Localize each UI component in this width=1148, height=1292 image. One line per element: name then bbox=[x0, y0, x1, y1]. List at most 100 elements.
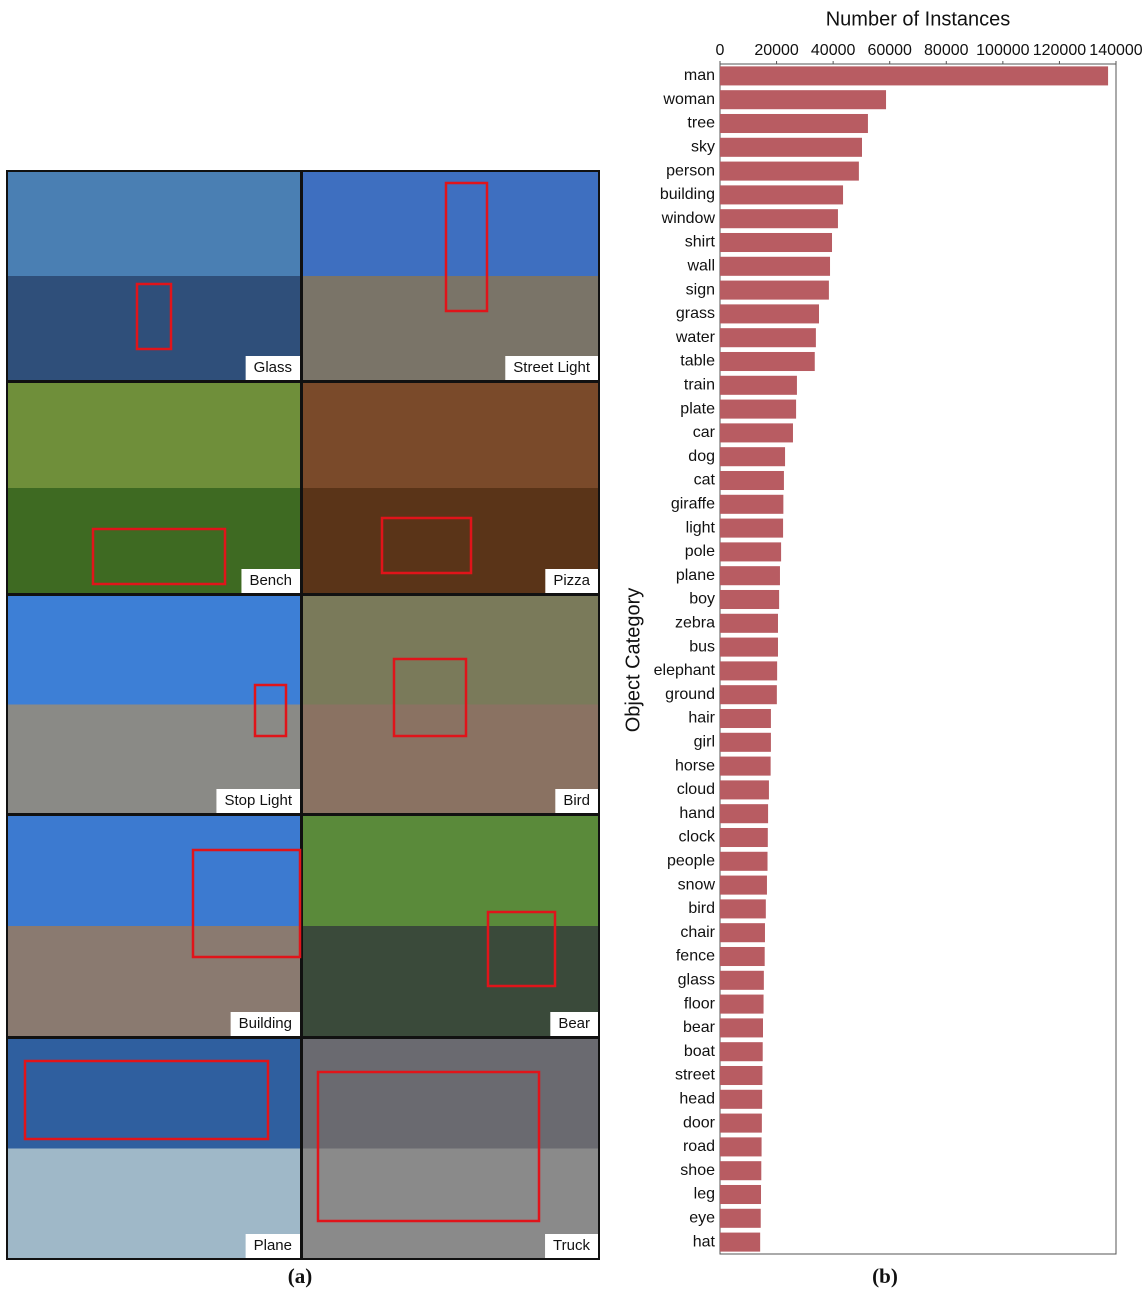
y-tick-label: dog bbox=[688, 448, 715, 465]
y-tick-label: ground bbox=[665, 686, 715, 703]
photo-label: Street Light bbox=[513, 359, 591, 376]
bar bbox=[720, 542, 782, 562]
bar bbox=[720, 1232, 761, 1252]
bar bbox=[720, 804, 769, 824]
y-tick-label: person bbox=[666, 162, 715, 179]
y-tick-label: shirt bbox=[685, 234, 716, 251]
label-box bbox=[245, 1234, 300, 1258]
label-box bbox=[505, 356, 598, 380]
bar bbox=[720, 66, 1109, 86]
photo-sky bbox=[8, 596, 300, 705]
y-tick-label: car bbox=[693, 424, 716, 441]
bounding-box bbox=[191, 848, 302, 959]
bar bbox=[720, 280, 829, 300]
bar bbox=[720, 470, 784, 491]
photo-ground bbox=[303, 704, 598, 813]
y-tick-label: fence bbox=[676, 948, 715, 965]
photo: Street Light bbox=[303, 172, 598, 380]
y-tick-label: elephant bbox=[654, 662, 716, 679]
photo-sky bbox=[8, 172, 300, 276]
label-box bbox=[545, 569, 598, 593]
y-tick-label: cat bbox=[694, 472, 716, 489]
photo-label: Truck bbox=[553, 1237, 590, 1254]
y-tick-label: tree bbox=[687, 115, 715, 132]
x-tick-label: 20000 bbox=[754, 42, 799, 59]
bar bbox=[720, 1018, 763, 1038]
bar bbox=[720, 1089, 763, 1109]
photo: Bear bbox=[303, 816, 598, 1036]
photo-label: Bench bbox=[249, 572, 292, 589]
y-tick-label: glass bbox=[678, 972, 715, 989]
label-box bbox=[241, 569, 300, 593]
y-tick-label: chair bbox=[680, 924, 715, 941]
caption: (a) bbox=[288, 1264, 313, 1288]
y-tick-label: road bbox=[683, 1138, 715, 1155]
bar bbox=[720, 970, 764, 990]
photo-sky bbox=[303, 383, 598, 488]
photo: Truck bbox=[303, 1039, 598, 1258]
bar bbox=[720, 780, 769, 800]
bar bbox=[720, 899, 766, 919]
y-tick-label: clock bbox=[679, 829, 716, 846]
bar bbox=[720, 708, 771, 729]
y-tick-label: snow bbox=[678, 876, 716, 893]
photo-sky bbox=[303, 816, 598, 926]
photo-label: Stop Light bbox=[224, 792, 292, 809]
bar bbox=[720, 328, 816, 348]
y-tick-label: window bbox=[661, 210, 716, 227]
bar bbox=[720, 732, 771, 752]
bar bbox=[720, 661, 778, 681]
bar bbox=[720, 423, 793, 443]
photo-sky bbox=[8, 1039, 300, 1149]
y-tick-label: plane bbox=[676, 567, 715, 584]
caption: (b) bbox=[872, 1264, 898, 1288]
y-tick-label: man bbox=[684, 67, 715, 84]
bounding-box bbox=[316, 1070, 541, 1223]
photo: Plane bbox=[8, 1039, 300, 1258]
label-box bbox=[230, 1012, 300, 1036]
photo-sky bbox=[8, 816, 300, 926]
y-tick-label: giraffe bbox=[671, 496, 715, 513]
bar bbox=[720, 399, 797, 419]
photo-sky bbox=[303, 1039, 598, 1149]
bounding-box bbox=[91, 527, 227, 586]
x-tick-label: 80000 bbox=[924, 42, 969, 59]
plot-frame bbox=[719, 63, 1117, 1255]
y-tick-label: hair bbox=[688, 710, 715, 727]
bar bbox=[720, 494, 784, 514]
label-box bbox=[245, 356, 300, 380]
photo: Building bbox=[8, 816, 302, 1036]
bar bbox=[720, 161, 859, 181]
y-tick-label: sign bbox=[686, 281, 715, 298]
photo-sky bbox=[303, 596, 598, 705]
photo-label: Plane bbox=[254, 1237, 292, 1254]
photo: Bird bbox=[303, 596, 598, 813]
bar bbox=[720, 304, 819, 324]
bounding-box bbox=[444, 181, 489, 313]
y-tick-label: boy bbox=[689, 591, 715, 608]
bar bbox=[720, 1137, 762, 1157]
bar bbox=[720, 232, 833, 253]
bar bbox=[720, 209, 838, 229]
photo-label: Building bbox=[239, 1015, 292, 1032]
y-tick-label: pole bbox=[685, 543, 715, 560]
bar bbox=[720, 185, 844, 205]
bar bbox=[720, 923, 765, 943]
y-tick-label: water bbox=[675, 329, 716, 346]
bar bbox=[720, 137, 862, 157]
y-tick-label: building bbox=[660, 186, 715, 203]
bar bbox=[720, 1161, 762, 1181]
bar bbox=[720, 756, 771, 776]
y-tick-label: boat bbox=[684, 1043, 716, 1060]
photo-sky bbox=[303, 172, 598, 276]
bar bbox=[720, 113, 868, 134]
bar bbox=[720, 994, 764, 1014]
bar bbox=[720, 447, 786, 467]
y-tick-label: street bbox=[675, 1067, 716, 1084]
photo-ground bbox=[303, 926, 598, 1036]
y-tick-label: floor bbox=[684, 995, 716, 1012]
y-tick-label: wall bbox=[686, 258, 715, 275]
y-tick-label: sky bbox=[691, 139, 715, 156]
bounding-box bbox=[135, 282, 173, 351]
y-tick-label: girl bbox=[694, 734, 715, 751]
